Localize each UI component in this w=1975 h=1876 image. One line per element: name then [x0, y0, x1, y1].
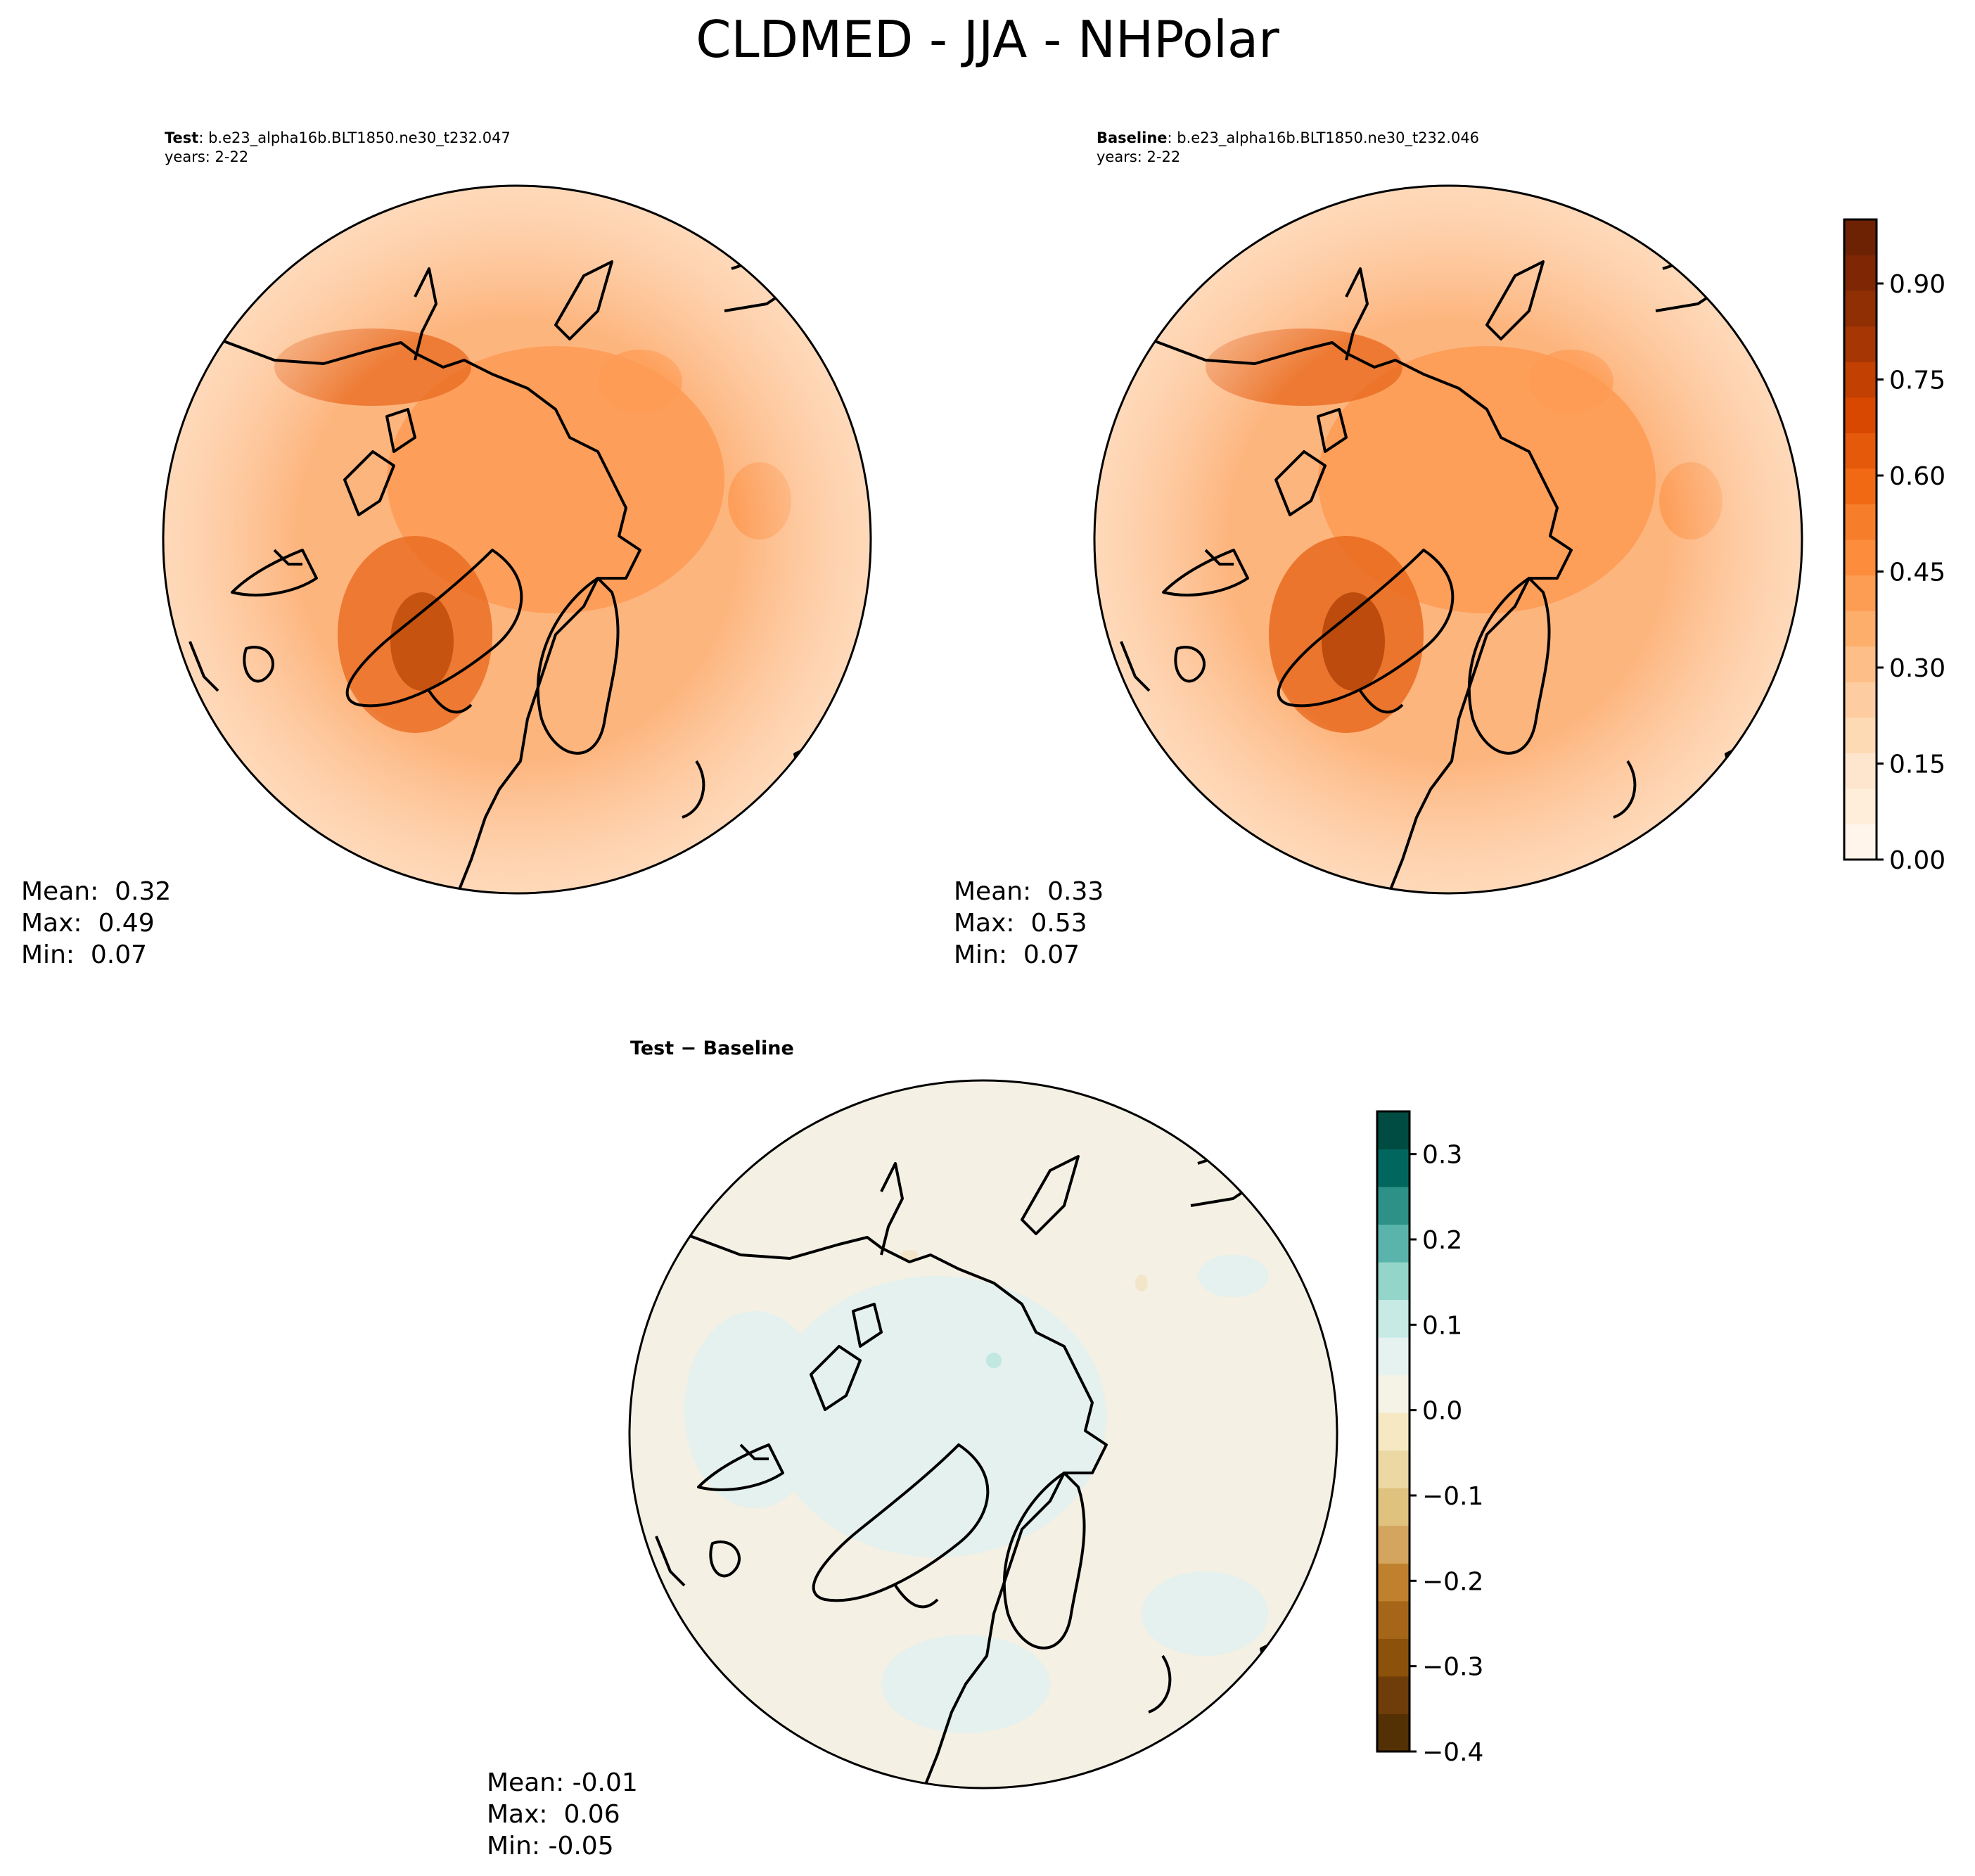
- diff-colorbar-block: [1377, 1563, 1410, 1602]
- main-colorbar-tick-label: 0.75: [1889, 366, 1945, 395]
- diff-colorbar-block: [1377, 1187, 1410, 1225]
- test-max: Max: 0.49: [21, 909, 155, 938]
- diff-colorbar-ticks: 0.3 0.2 0.1 0.0 −0.1 −0.2 −0.3 −0.4: [1410, 1141, 1483, 1767]
- baseline-max: Max: 0.53: [954, 909, 1087, 938]
- diff-colorbar-blocks: [1377, 1111, 1410, 1752]
- diff-colorbar: 0.3 0.2 0.1 0.0 −0.1 −0.2 −0.3 −0.4: [1376, 1110, 1483, 1767]
- main-colorbar-block: [1844, 362, 1877, 398]
- diff-colorbar-block: [1377, 1224, 1410, 1263]
- figure-title: CLDMED - JJA - NHPolar: [696, 10, 1279, 69]
- main-colorbar-block: [1844, 397, 1877, 433]
- baseline-case-name: : b.e23_alpha16b.BLT1850.ne30_t232.046: [1167, 129, 1480, 146]
- diff-colorbar-block: [1377, 1600, 1410, 1639]
- diff-colorbar-block: [1377, 1111, 1410, 1150]
- baseline-mean: Mean: 0.33: [954, 877, 1104, 906]
- main-colorbar-block: [1844, 682, 1877, 718]
- diff-colorbar-block: [1377, 1412, 1410, 1451]
- main-colorbar-block: [1844, 433, 1877, 469]
- main-colorbar-block: [1844, 611, 1877, 647]
- diff-colorbar-block: [1377, 1262, 1410, 1301]
- baseline-min: Min: 0.07: [954, 940, 1080, 969]
- main-colorbar-tick-label: 0.90: [1889, 270, 1945, 299]
- diff-colorbar-block: [1377, 1714, 1410, 1752]
- diff-colorbar-tick-label: −0.1: [1422, 1482, 1483, 1511]
- test-polar-map: [162, 184, 872, 895]
- main-colorbar-block: [1844, 646, 1877, 682]
- main-colorbar-ticks: 0.00 0.15 0.30 0.45 0.60 0.75 0.90: [1877, 270, 1945, 875]
- diff-stats: Mean: -0.01 Max: 0.06 Min: -0.05: [487, 1767, 638, 1862]
- main-colorbar-block: [1844, 753, 1877, 789]
- main-colorbar-block: [1844, 219, 1877, 256]
- main-colorbar-block: [1844, 717, 1877, 753]
- baseline-label: Baseline: [1097, 129, 1168, 146]
- main-colorbar-block: [1844, 575, 1877, 611]
- baseline-panel-title: Baseline: b.e23_alpha16b.BLT1850.ne30_t2…: [1097, 129, 1479, 148]
- main-colorbar-block: [1844, 468, 1877, 504]
- baseline-polar-map: [1093, 184, 1803, 895]
- main-colorbar-block: [1844, 788, 1877, 824]
- diff-colorbar-block: [1377, 1299, 1410, 1338]
- main-colorbar-tick-label: 0.45: [1889, 559, 1945, 587]
- diff-colorbar-block: [1377, 1638, 1410, 1677]
- main-colorbar-blocks: [1844, 219, 1877, 860]
- main-colorbar-tick-label: 0.00: [1889, 846, 1945, 875]
- baseline-stats: Mean: 0.33 Max: 0.53 Min: 0.07: [954, 876, 1104, 971]
- diff-colorbar-tick-label: 0.3: [1422, 1141, 1462, 1170]
- diff-colorbar-block: [1377, 1149, 1410, 1187]
- diff-colorbar-block: [1377, 1374, 1410, 1413]
- diff-colorbar-tick-label: 0.1: [1422, 1311, 1462, 1340]
- test-case-name: : b.e23_alpha16b.BLT1850.ne30_t232.047: [198, 129, 511, 146]
- main-colorbar-block: [1844, 540, 1877, 576]
- baseline-years: years: 2-22: [1097, 148, 1181, 165]
- test-panel-title: Test: b.e23_alpha16b.BLT1850.ne30_t232.0…: [165, 129, 511, 148]
- test-min: Min: 0.07: [21, 940, 148, 969]
- test-years: years: 2-22: [165, 148, 249, 165]
- diff-colorbar-block: [1377, 1488, 1410, 1526]
- test-mean: Mean: 0.32: [21, 877, 172, 906]
- diff-colorbar-block: [1377, 1450, 1410, 1488]
- diff-panel-title: Test − Baseline: [630, 1038, 794, 1059]
- diff-max: Max: 0.06: [487, 1800, 620, 1829]
- diff-polar-map: [628, 1079, 1338, 1789]
- diff-colorbar-tick-label: −0.4: [1422, 1738, 1483, 1767]
- main-colorbar-block: [1844, 504, 1877, 540]
- main-colorbar-tick-label: 0.60: [1889, 462, 1945, 491]
- diff-colorbar-tick-label: 0.2: [1422, 1226, 1462, 1255]
- main-colorbar-block: [1844, 291, 1877, 327]
- diff-min: Min: -0.05: [487, 1832, 614, 1861]
- main-colorbar-block: [1844, 255, 1877, 291]
- main-colorbar: 0.00 0.15 0.30 0.45 0.60 0.75 0.90: [1843, 218, 1945, 875]
- main-colorbar-tick-label: 0.15: [1889, 751, 1945, 779]
- diff-colorbar-tick-label: 0.0: [1422, 1397, 1462, 1426]
- diff-colorbar-tick-label: −0.2: [1422, 1567, 1483, 1596]
- test-label: Test: [165, 129, 199, 146]
- diff-mean: Mean: -0.01: [487, 1768, 638, 1797]
- diff-colorbar-block: [1377, 1337, 1410, 1376]
- main-colorbar-block: [1844, 824, 1877, 860]
- main-colorbar-block: [1844, 326, 1877, 362]
- diff-colorbar-block: [1377, 1525, 1410, 1564]
- diff-colorbar-tick-label: −0.3: [1422, 1653, 1483, 1682]
- main-colorbar-tick-label: 0.30: [1889, 654, 1945, 683]
- diff-colorbar-block: [1377, 1676, 1410, 1714]
- test-coastlines: [188, 253, 810, 893]
- test-stats: Mean: 0.32 Max: 0.49 Min: 0.07: [21, 876, 171, 971]
